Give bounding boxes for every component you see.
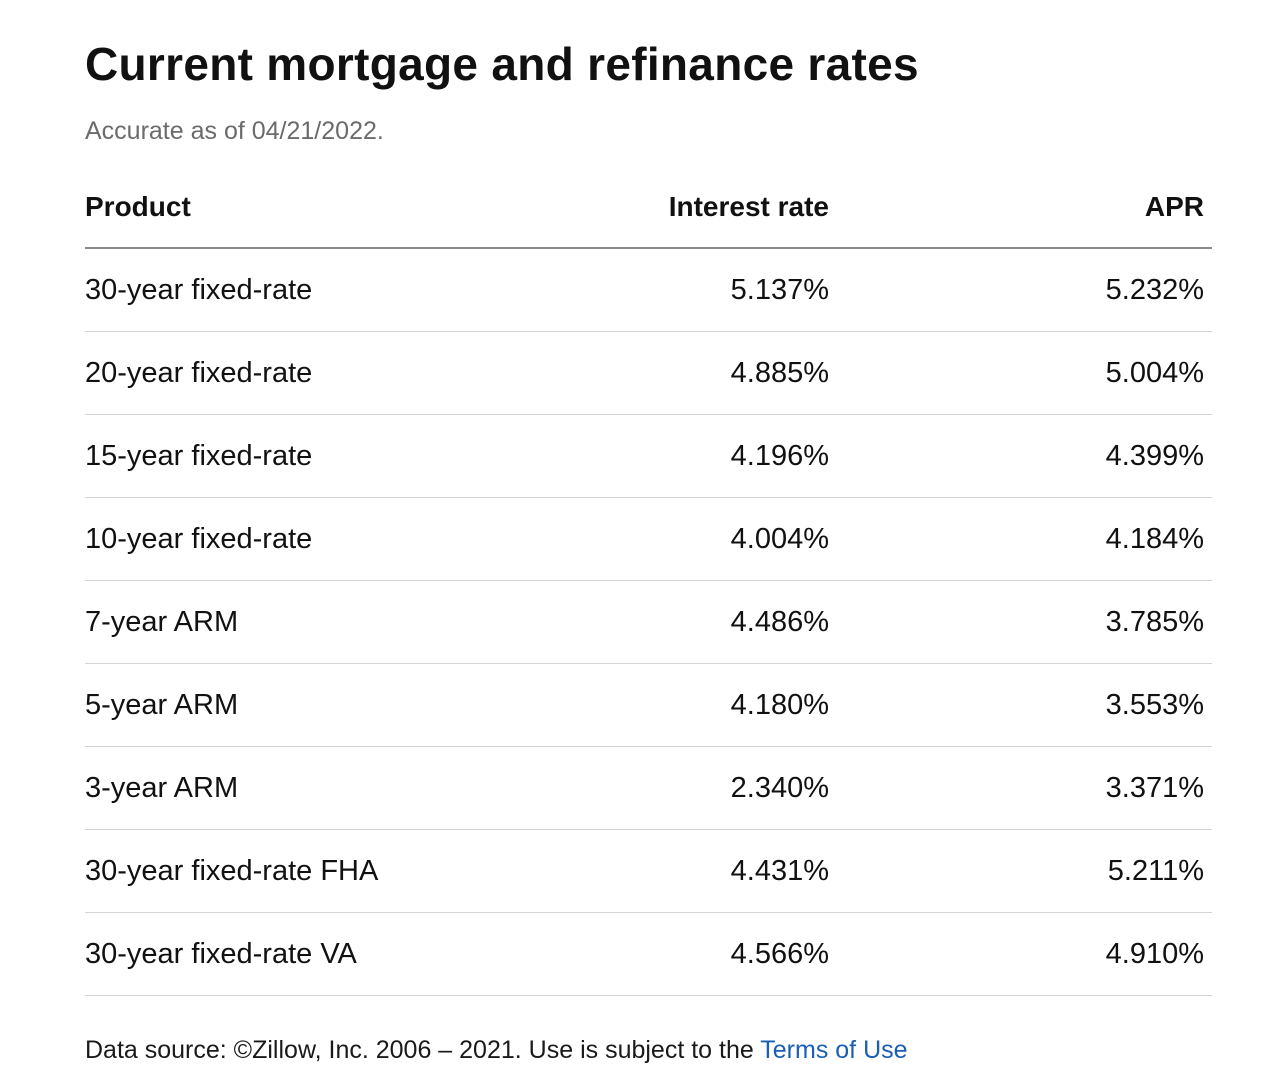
accuracy-date: Accurate as of 04/21/2022. (85, 117, 384, 145)
apr-cell: 5.211% (829, 829, 1212, 913)
product-cell: 10-year fixed-rate (85, 497, 625, 581)
interest-rate-cell: 4.004% (625, 497, 829, 581)
page-title: Current mortgage and refinance rates (85, 38, 919, 90)
apr-cell: 3.371% (829, 746, 1212, 830)
apr-cell: 4.184% (829, 497, 1212, 581)
interest-rate-cell: 5.137% (625, 248, 829, 332)
apr-cell: 3.553% (829, 663, 1212, 747)
table-row: 5-year ARM 4.180% 3.553% (85, 663, 1212, 747)
rates-table: Product Interest rate APR 30-year fixed-… (85, 166, 1212, 996)
table-row: 30-year fixed-rate 5.137% 5.232% (85, 248, 1212, 332)
table-row: 10-year fixed-rate 4.004% 4.184% (85, 497, 1212, 581)
product-cell: 3-year ARM (85, 746, 625, 830)
interest-rate-cell: 4.180% (625, 663, 829, 747)
table-header-row: Product Interest rate APR (85, 166, 1212, 249)
table-row: 15-year fixed-rate 4.196% 4.399% (85, 414, 1212, 498)
table-row: 3-year ARM 2.340% 3.371% (85, 746, 1212, 830)
interest-rate-cell: 4.431% (625, 829, 829, 913)
column-header-interest-rate: Interest rate (625, 166, 829, 249)
product-cell: 7-year ARM (85, 580, 625, 664)
apr-cell: 3.785% (829, 580, 1212, 664)
product-cell: 30-year fixed-rate FHA (85, 829, 625, 913)
terms-of-use-link[interactable]: Terms of Use (760, 1036, 908, 1064)
apr-cell: 5.004% (829, 331, 1212, 415)
apr-cell: 4.910% (829, 912, 1212, 996)
interest-rate-cell: 4.196% (625, 414, 829, 498)
column-header-product: Product (85, 166, 625, 249)
product-cell: 30-year fixed-rate VA (85, 912, 625, 996)
apr-cell: 4.399% (829, 414, 1212, 498)
apr-cell: 5.232% (829, 248, 1212, 332)
data-source-text: Data source: ©Zillow, Inc. 2006 – 2021. … (85, 1036, 761, 1064)
product-cell: 5-year ARM (85, 663, 625, 747)
data-source-note: Data source: ©Zillow, Inc. 2006 – 2021. … (85, 1034, 908, 1066)
column-header-apr: APR (829, 166, 1212, 249)
table-row: 30-year fixed-rate VA 4.566% 4.910% (85, 912, 1212, 996)
table-row: 7-year ARM 4.486% 3.785% (85, 580, 1212, 664)
interest-rate-cell: 2.340% (625, 746, 829, 830)
product-cell: 20-year fixed-rate (85, 331, 625, 415)
product-cell: 30-year fixed-rate (85, 248, 625, 332)
table-row: 30-year fixed-rate FHA 4.431% 5.211% (85, 829, 1212, 913)
table-row: 20-year fixed-rate 4.885% 5.004% (85, 331, 1212, 415)
interest-rate-cell: 4.486% (625, 580, 829, 664)
interest-rate-cell: 4.885% (625, 331, 829, 415)
product-cell: 15-year fixed-rate (85, 414, 625, 498)
interest-rate-cell: 4.566% (625, 912, 829, 996)
